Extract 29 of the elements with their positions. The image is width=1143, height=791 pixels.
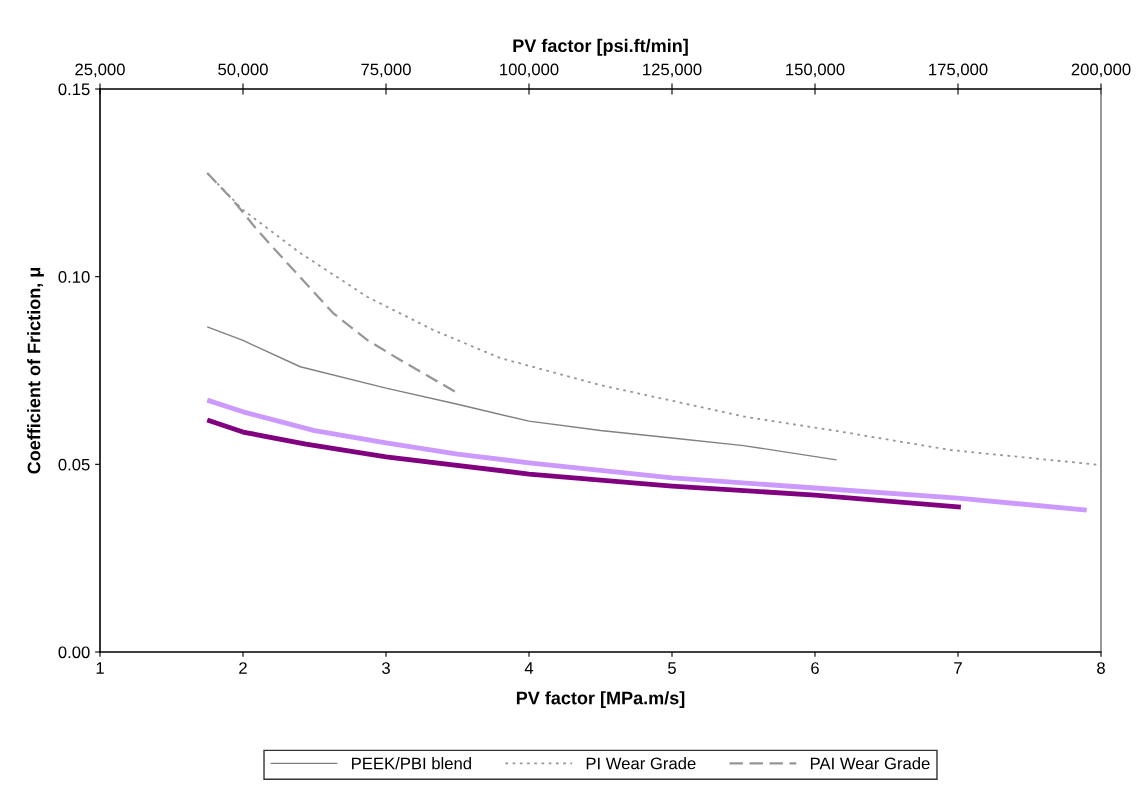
x2-tick-label: 100,000 (500, 63, 559, 78)
x2-tick-label: 75,000 (361, 63, 411, 78)
y-tick-label: 0.10 (58, 271, 90, 283)
line-series (206, 326, 838, 461)
x2-tick-label: 125,000 (643, 63, 702, 78)
legend-label: PEEK/PBI blend (352, 757, 471, 770)
x-tick-label: 4 (524, 662, 534, 674)
x-tick-label: 6 (811, 662, 819, 674)
y-axis-title: Coefficient of Friction, μ (27, 267, 44, 474)
x-tick-label: 3 (382, 662, 390, 674)
line-series (204, 417, 964, 510)
x2-tick-label: 25,000 (75, 63, 125, 78)
x2-tick-label: 150,000 (786, 63, 845, 78)
y-tick-label: 0.00 (58, 646, 90, 659)
y-tick-label: 0.05 (58, 458, 90, 471)
legend-label: PI Wear Grade (586, 757, 696, 770)
x2-tick-label: 50,000 (218, 63, 268, 78)
x-tick-label: 5 (668, 662, 676, 674)
line-series (204, 397, 1090, 513)
x-tick-label: 7 (954, 662, 962, 674)
x2-tick-label: 175,000 (929, 63, 988, 78)
legend-label: PAI Wear Grade (810, 757, 930, 770)
x-axis-title: PV factor [MPa.m/s] (516, 691, 685, 708)
x-tick-label: 2 (239, 662, 247, 674)
x-tick-label: 1 (96, 662, 104, 674)
x-tick-label: 8 (1097, 662, 1105, 674)
x2-tick-label: 200,000 (1071, 63, 1131, 78)
y-tick-label: 0.15 (58, 83, 90, 96)
x2-axis-title: PV factor [psi.ft/min] (513, 38, 688, 56)
